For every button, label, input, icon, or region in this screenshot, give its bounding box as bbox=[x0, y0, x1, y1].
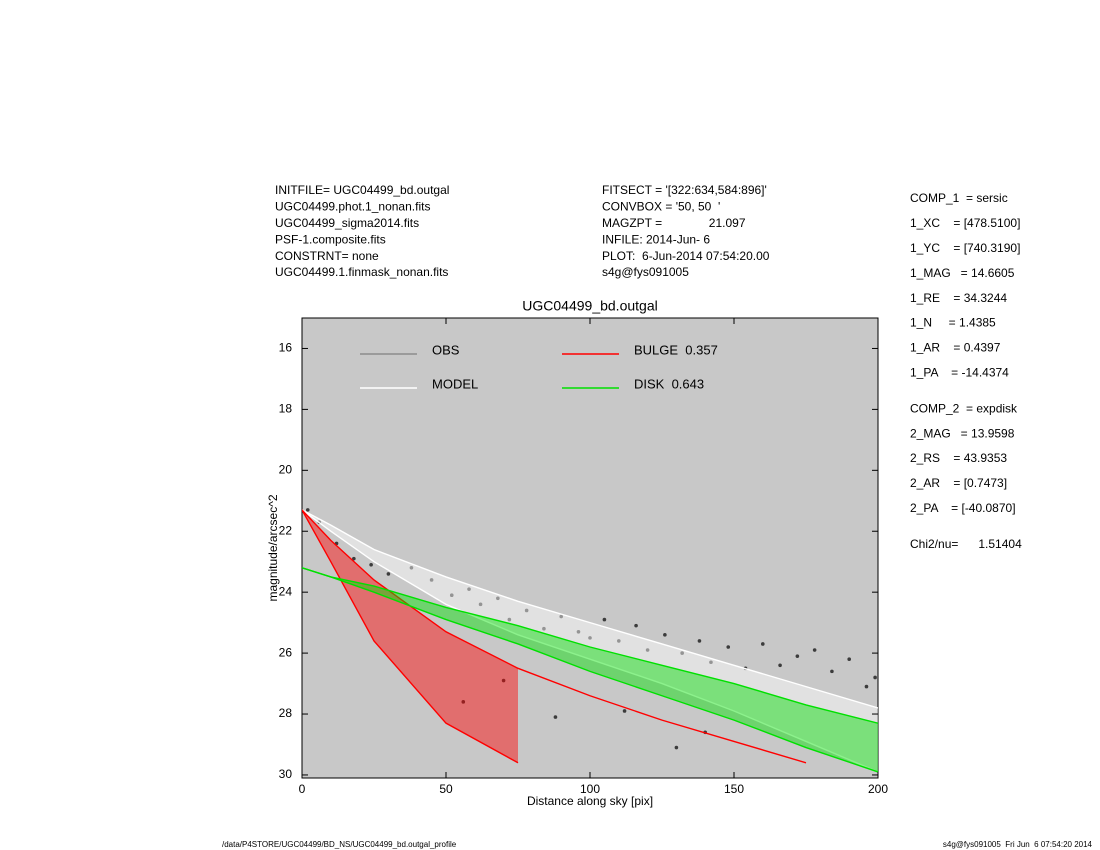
info-text: CONSTRNT= none bbox=[275, 249, 379, 263]
x-tick-label: 100 bbox=[580, 782, 600, 796]
obs-point bbox=[478, 602, 483, 607]
obs-point bbox=[697, 639, 702, 643]
obs-point bbox=[864, 684, 869, 689]
legend-label: DISK 0.643 bbox=[634, 376, 704, 391]
y-tick-label: 24 bbox=[279, 584, 293, 598]
legend-label: OBS bbox=[432, 342, 460, 357]
band-edge bbox=[302, 509, 807, 764]
param-text: 1_XC = [478.5100] bbox=[910, 216, 1020, 230]
y-tick-label: 22 bbox=[279, 523, 293, 537]
obs-point bbox=[449, 593, 454, 598]
param-text: 1_N = 1.4385 bbox=[910, 316, 996, 330]
obs-point bbox=[812, 648, 817, 652]
param-text: 1_MAG = 14.6605 bbox=[910, 266, 1015, 280]
obs-point bbox=[778, 663, 782, 668]
model-band bbox=[302, 509, 518, 763]
param-text: 1_YC = [740.3190] bbox=[910, 241, 1020, 255]
chart-title: UGC04499_bd.outgal bbox=[522, 298, 657, 314]
param-text: 2_PA = [-40.0870] bbox=[910, 501, 1016, 515]
obs-point bbox=[409, 566, 414, 570]
obs-point bbox=[559, 614, 563, 619]
legend-label: MODEL bbox=[432, 376, 478, 391]
legend-label: BULGE 0.357 bbox=[634, 342, 718, 357]
info-text: INFILE: 2014-Jun- 6 bbox=[602, 232, 710, 246]
footer-left: /data/P4STORE/UGC04499/BD_NS/UGC04499_bd… bbox=[222, 840, 457, 849]
obs-point bbox=[352, 556, 356, 561]
band-edge bbox=[302, 567, 878, 773]
param-text: 1_AR = 0.4397 bbox=[910, 341, 1001, 355]
obs-point bbox=[501, 678, 506, 683]
obs-point bbox=[305, 508, 310, 512]
info-text: PSF-1.composite.fits bbox=[275, 232, 386, 246]
model-band bbox=[302, 567, 878, 772]
obs-point bbox=[617, 639, 621, 643]
obs-point bbox=[602, 617, 607, 622]
plot-area bbox=[301, 317, 879, 779]
x-tick-label: 50 bbox=[439, 782, 453, 796]
param-text: 2_AR = [0.7473] bbox=[910, 476, 1007, 490]
band-edge bbox=[302, 509, 878, 773]
info-text: MAGZPT = 21.097 bbox=[602, 216, 746, 230]
y-tick-label: 16 bbox=[279, 341, 293, 355]
obs-point bbox=[663, 633, 667, 637]
obs-point bbox=[386, 572, 391, 576]
obs-point bbox=[726, 645, 731, 649]
x-tick-label: 200 bbox=[868, 782, 888, 796]
info-text: UGC04499.phot.1_nonan.fits bbox=[275, 200, 430, 214]
obs-point bbox=[429, 578, 434, 582]
obs-point bbox=[709, 660, 713, 665]
obs-point bbox=[645, 648, 650, 652]
obs-point bbox=[588, 636, 592, 640]
model-band bbox=[302, 509, 878, 772]
param-text: 2_RS = 43.9353 bbox=[910, 451, 1007, 465]
x-tick-label: 150 bbox=[724, 782, 744, 796]
y-tick-label: 18 bbox=[279, 402, 293, 416]
param-text: COMP_2 = expdisk bbox=[910, 401, 1018, 415]
obs-point bbox=[553, 715, 558, 719]
band-edge bbox=[302, 509, 878, 709]
obs-point bbox=[873, 675, 877, 680]
x-axis-label: Distance along sky [pix] bbox=[527, 794, 653, 808]
obs-point bbox=[847, 657, 851, 661]
obs-point bbox=[461, 700, 466, 704]
y-axis-label: magnitude/arcsec^2 bbox=[266, 494, 280, 601]
info-text: CONVBOX = '50, 50 ' bbox=[602, 200, 720, 214]
info-text: UGC04499.1.finmask_nonan.fits bbox=[275, 265, 448, 279]
param-text: 1_RE = 34.3244 bbox=[910, 291, 1007, 305]
band-edge bbox=[302, 567, 878, 724]
param-text: Chi2/nu= 1.51404 bbox=[910, 537, 1022, 551]
info-text: INITFILE= UGC04499_bd.outgal bbox=[275, 183, 449, 197]
obs-point bbox=[507, 617, 512, 622]
param-text: 1_PA = -14.4374 bbox=[910, 365, 1009, 379]
obs-point bbox=[674, 745, 679, 750]
info-text: UGC04499_sigma2014.fits bbox=[275, 216, 419, 230]
obs-point bbox=[830, 669, 834, 674]
param-text: 2_MAG = 13.9598 bbox=[910, 426, 1015, 440]
footer-right: s4g@fys091005 Fri Jun 6 07:54:20 2014 bbox=[943, 840, 1093, 849]
obs-point bbox=[369, 562, 373, 567]
y-tick-label: 28 bbox=[279, 706, 293, 720]
obs-point bbox=[680, 651, 684, 655]
param-text: COMP_1 = sersic bbox=[910, 191, 1008, 205]
obs-point bbox=[467, 587, 471, 591]
info-text: FITSECT = '[322:634,584:896]' bbox=[602, 183, 767, 197]
plot-layer bbox=[302, 508, 878, 773]
obs-point bbox=[542, 626, 546, 631]
obs-point bbox=[761, 642, 765, 646]
info-text: s4g@fys091005 bbox=[602, 265, 689, 279]
x-tick-label: 0 bbox=[299, 782, 306, 796]
y-tick-label: 20 bbox=[279, 462, 293, 476]
obs-point bbox=[634, 623, 638, 628]
y-tick-label: 26 bbox=[279, 645, 293, 659]
obs-point bbox=[622, 709, 627, 713]
band-edge bbox=[302, 509, 519, 764]
obs-point bbox=[496, 596, 500, 601]
obs-point bbox=[524, 608, 529, 613]
y-tick-label: 30 bbox=[279, 767, 293, 781]
obs-point bbox=[795, 654, 800, 658]
obs-point bbox=[576, 629, 581, 634]
info-text: PLOT: 6-Jun-2014 07:54:20.00 bbox=[602, 249, 770, 263]
